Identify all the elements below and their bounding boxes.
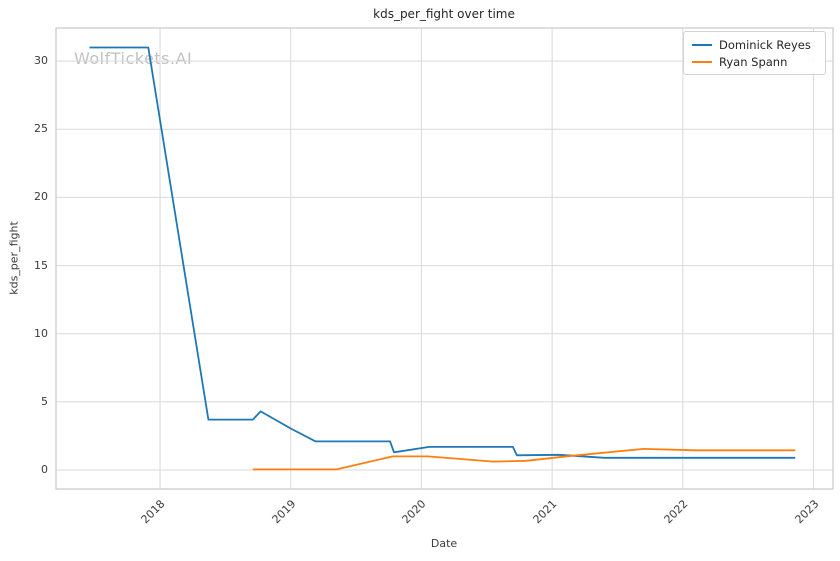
y-tick-label: 20: [34, 190, 48, 204]
plot-border: [55, 27, 834, 490]
legend-line-swatch: [692, 60, 712, 63]
legend-item-dominick-reyes: Dominick Reyes: [692, 37, 817, 54]
legend: Dominick Reyes Ryan Spann: [683, 31, 826, 75]
y-tick-label: 30: [34, 54, 48, 68]
series-line-dominick-reyes: [89, 46, 796, 459]
chart-title: kds_per_fight over time: [373, 7, 515, 21]
y-tick-label: 25: [34, 122, 48, 136]
y-tick-label: 10: [34, 326, 48, 340]
legend-label: Ryan Spann: [719, 54, 788, 69]
watermark: WolfTickets.AI: [74, 49, 193, 68]
legend-item-ryan-spann: Ryan Spann: [692, 54, 817, 71]
y-tick-label: 15: [34, 258, 48, 272]
legend-label: Dominick Reyes: [719, 38, 811, 53]
y-tick-label: 5: [41, 394, 48, 408]
y-axis-label: kds_per_fight: [7, 221, 21, 295]
legend-line-swatch: [692, 44, 712, 47]
series-line-ryan-spann: [252, 447, 796, 471]
x-axis-label: Date: [430, 537, 458, 550]
y-tick-label: 0: [41, 463, 48, 477]
